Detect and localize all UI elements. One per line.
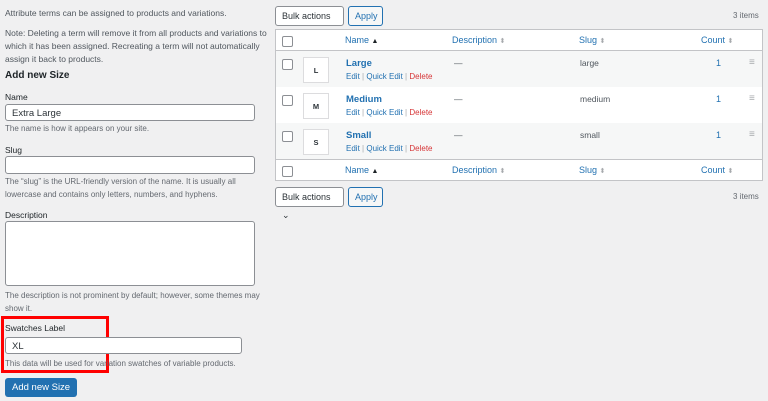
table-row: S Small Edit | Quick Edit | Delete — sma… bbox=[276, 123, 762, 159]
form-heading: Add new Size bbox=[5, 70, 70, 81]
swatch-preview: S bbox=[303, 129, 329, 155]
column-description[interactable]: Description ⬍ bbox=[452, 35, 506, 45]
sort-arrows-icon: ⬍ bbox=[727, 168, 734, 175]
swatch-preview: L bbox=[303, 57, 329, 83]
term-name-link[interactable]: Small bbox=[346, 130, 372, 141]
swatch-preview: M bbox=[303, 93, 329, 119]
quick-edit-link[interactable]: Quick Edit bbox=[366, 72, 403, 81]
separator: | bbox=[362, 144, 365, 153]
slug-label: Slug bbox=[5, 145, 23, 155]
swatch-label: Swatches Label bbox=[5, 323, 66, 333]
table-row: M Medium Edit | Quick Edit | Delete — me… bbox=[276, 87, 762, 123]
bulk-actions-select-top[interactable]: Bulk actions ⌄ bbox=[275, 6, 344, 39]
term-count-link[interactable]: 1 bbox=[716, 94, 722, 104]
delete-link[interactable]: Delete bbox=[409, 144, 433, 153]
quick-edit-link[interactable]: Quick Edit bbox=[366, 144, 403, 153]
term-slug: small bbox=[580, 130, 600, 140]
sort-arrows-icon: ⬍ bbox=[499, 168, 506, 175]
term-description: — bbox=[454, 58, 463, 68]
select-all-checkbox-footer[interactable] bbox=[282, 166, 293, 177]
note-text: Note: Deleting a term will remove it fro… bbox=[5, 28, 267, 64]
swatch-hint: This data will be used for variation swa… bbox=[5, 359, 236, 368]
drag-handle-icon[interactable]: ≡ bbox=[749, 129, 755, 140]
intro-text: Attribute terms can be assigned to produ… bbox=[5, 8, 227, 18]
apply-button-bottom[interactable]: Apply bbox=[348, 187, 383, 207]
sort-arrows-icon: ▲ bbox=[371, 38, 379, 45]
term-description: — bbox=[454, 130, 463, 140]
select-all-checkbox[interactable] bbox=[282, 36, 293, 47]
name-input[interactable]: Extra Large bbox=[5, 104, 255, 121]
row-actions: Edit | Quick Edit | Delete bbox=[346, 72, 432, 81]
swatch-label-input[interactable]: XL bbox=[5, 337, 242, 354]
slug-hint: The “slug” is the URL-friendly version o… bbox=[5, 177, 236, 199]
column-description-footer[interactable]: Description ⬍ bbox=[452, 165, 506, 175]
terms-table: Name ▲ Description ⬍ Slug ⬍ Count ⬍ L La… bbox=[275, 29, 763, 181]
row-actions: Edit | Quick Edit | Delete bbox=[346, 108, 432, 117]
quick-edit-link[interactable]: Quick Edit bbox=[366, 108, 403, 117]
slug-input[interactable] bbox=[5, 156, 255, 174]
term-name-link[interactable]: Large bbox=[346, 58, 372, 69]
table-footer: Name ▲ Description ⬍ Slug ⬍ Count ⬍ bbox=[276, 159, 762, 181]
separator: | bbox=[362, 72, 365, 81]
edit-link[interactable]: Edit bbox=[346, 144, 360, 153]
term-count-link[interactable]: 1 bbox=[716, 130, 722, 140]
edit-link[interactable]: Edit bbox=[346, 72, 360, 81]
chevron-down-icon: ⌄ bbox=[282, 210, 290, 220]
drag-handle-icon[interactable]: ≡ bbox=[749, 57, 755, 68]
delete-link[interactable]: Delete bbox=[409, 72, 433, 81]
sort-arrows-icon: ▲ bbox=[371, 168, 379, 175]
column-count-footer[interactable]: Count ⬍ bbox=[701, 165, 734, 175]
description-textarea[interactable] bbox=[5, 221, 255, 286]
term-count-link[interactable]: 1 bbox=[716, 58, 722, 68]
column-slug[interactable]: Slug ⬍ bbox=[579, 35, 606, 45]
sort-arrows-icon: ⬍ bbox=[499, 38, 506, 45]
name-label: Name bbox=[5, 92, 28, 102]
table-header: Name ▲ Description ⬍ Slug ⬍ Count ⬍ bbox=[276, 30, 762, 51]
term-name-link[interactable]: Medium bbox=[346, 94, 382, 105]
separator: | bbox=[405, 108, 408, 117]
edit-link[interactable]: Edit bbox=[346, 108, 360, 117]
bulk-actions-label: Bulk actions bbox=[282, 11, 331, 21]
column-name-footer[interactable]: Name ▲ bbox=[345, 165, 379, 175]
row-checkbox[interactable] bbox=[282, 95, 293, 106]
drag-handle-icon[interactable]: ≡ bbox=[749, 93, 755, 104]
add-new-size-button[interactable]: Add new Size bbox=[5, 378, 78, 397]
column-name[interactable]: Name ▲ bbox=[345, 35, 379, 45]
bulk-actions-label: Bulk actions bbox=[282, 192, 331, 202]
term-description: — bbox=[454, 94, 463, 104]
column-count[interactable]: Count ⬍ bbox=[701, 35, 734, 45]
row-checkbox[interactable] bbox=[282, 59, 293, 70]
items-count-bottom: 3 items bbox=[733, 192, 759, 201]
row-checkbox[interactable] bbox=[282, 131, 293, 142]
sort-arrows-icon: ⬍ bbox=[599, 38, 606, 45]
term-slug: large bbox=[580, 58, 599, 68]
sort-arrows-icon: ⬍ bbox=[727, 38, 734, 45]
separator: | bbox=[362, 108, 365, 117]
bulk-actions-select-bottom[interactable]: Bulk actions ⌄ bbox=[275, 187, 344, 220]
delete-link[interactable]: Delete bbox=[409, 108, 433, 117]
term-slug: medium bbox=[580, 94, 611, 104]
name-hint: The name is how it appears on your site. bbox=[5, 124, 150, 133]
row-actions: Edit | Quick Edit | Delete bbox=[346, 144, 432, 153]
description-label: Description bbox=[5, 210, 48, 220]
description-hint: The description is not prominent by defa… bbox=[5, 291, 260, 313]
column-slug-footer[interactable]: Slug ⬍ bbox=[579, 165, 606, 175]
separator: | bbox=[405, 72, 408, 81]
items-count-top: 3 items bbox=[733, 11, 759, 20]
table-row: L Large Edit | Quick Edit | Delete — lar… bbox=[276, 51, 762, 87]
separator: | bbox=[405, 144, 408, 153]
apply-button-top[interactable]: Apply bbox=[348, 6, 383, 26]
sort-arrows-icon: ⬍ bbox=[599, 168, 606, 175]
